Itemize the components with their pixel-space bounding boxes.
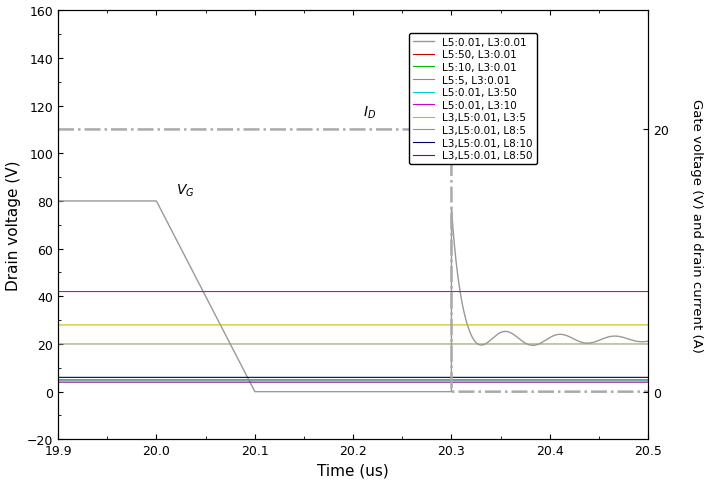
L5:5, L3:0.01 xyxy=(403,377,411,383)
L5:0.01, L3:0.01 xyxy=(523,341,531,347)
L5:0.01, L3:50 xyxy=(403,377,411,383)
L3,L5:0.01, L3:5 xyxy=(84,322,92,328)
L3,L5:0.01, L8:10 xyxy=(644,375,652,380)
L5:0.01, L3:0.01 xyxy=(429,389,437,395)
L5:5, L3:0.01 xyxy=(491,377,500,383)
L5:50, L3:0.01 xyxy=(54,377,62,383)
L3,L5:0.01, L3:5 xyxy=(403,322,411,328)
L5:0.01, L3:50 xyxy=(54,377,62,383)
L3,L5:0.01, L8:50 xyxy=(523,379,531,385)
L3,L5:0.01, L8:5 xyxy=(523,341,531,347)
Y-axis label: Drain voltage (V): Drain voltage (V) xyxy=(6,160,21,290)
L3,L5:0.01, L3:5 xyxy=(54,322,62,328)
L5:0.01, L3:50 xyxy=(523,377,531,383)
L5:50, L3:0.01 xyxy=(523,377,531,383)
L5:0.01, L3:50 xyxy=(267,377,276,383)
L5:0.01, L3:10 xyxy=(403,289,411,295)
L3,L5:0.01, L8:5 xyxy=(54,341,62,347)
L3,L5:0.01, L8:50 xyxy=(54,379,62,385)
L5:5, L3:0.01 xyxy=(523,377,531,383)
X-axis label: Time (us): Time (us) xyxy=(317,463,389,478)
L5:0.01, L3:0.01 xyxy=(644,338,652,344)
L5:0.01, L3:50 xyxy=(429,377,437,383)
L3,L5:0.01, L8:50 xyxy=(644,379,652,385)
L3,L5:0.01, L8:10 xyxy=(523,375,531,380)
L5:0.01, L3:10 xyxy=(84,289,92,295)
L5:0.01, L3:50 xyxy=(84,377,92,383)
L5:0.01, L3:50 xyxy=(644,377,652,383)
L3,L5:0.01, L8:10 xyxy=(403,375,411,380)
Text: $I_D$: $I_D$ xyxy=(363,104,376,121)
L5:10, L3:0.01 xyxy=(523,377,531,383)
L5:50, L3:0.01 xyxy=(84,377,92,383)
L5:0.01, L3:10 xyxy=(644,289,652,295)
L3,L5:0.01, L3:5 xyxy=(267,322,276,328)
L3,L5:0.01, L3:5 xyxy=(644,322,652,328)
L3,L5:0.01, L3:5 xyxy=(523,322,531,328)
L3,L5:0.01, L8:10 xyxy=(84,375,92,380)
L5:0.01, L3:0.01 xyxy=(250,389,259,395)
L5:50, L3:0.01 xyxy=(644,377,652,383)
L3,L5:0.01, L8:10 xyxy=(54,375,62,380)
L3,L5:0.01, L8:5 xyxy=(644,341,652,347)
L3,L5:0.01, L8:5 xyxy=(403,341,411,347)
L5:0.01, L3:0.01 xyxy=(54,198,62,204)
L5:50, L3:0.01 xyxy=(429,377,437,383)
L5:0.01, L3:10 xyxy=(429,289,437,295)
L5:10, L3:0.01 xyxy=(54,377,62,383)
L5:10, L3:0.01 xyxy=(644,377,652,383)
L3,L5:0.01, L8:5 xyxy=(84,341,92,347)
L5:5, L3:0.01 xyxy=(644,377,652,383)
L3,L5:0.01, L8:5 xyxy=(267,341,276,347)
L5:10, L3:0.01 xyxy=(429,377,437,383)
L5:0.01, L3:10 xyxy=(491,289,500,295)
L5:0.01, L3:10 xyxy=(54,289,62,295)
L3,L5:0.01, L8:10 xyxy=(267,375,276,380)
L5:10, L3:0.01 xyxy=(403,377,411,383)
L3,L5:0.01, L8:50 xyxy=(429,379,437,385)
L5:10, L3:0.01 xyxy=(491,377,500,383)
L3,L5:0.01, L8:50 xyxy=(267,379,276,385)
L5:0.01, L3:50 xyxy=(491,377,500,383)
L3,L5:0.01, L8:50 xyxy=(403,379,411,385)
L5:0.01, L3:0.01 xyxy=(267,389,276,395)
L3,L5:0.01, L8:5 xyxy=(429,341,437,347)
L5:0.01, L3:10 xyxy=(523,289,531,295)
L3,L5:0.01, L8:10 xyxy=(491,375,500,380)
Line: L5:0.01, L3:0.01: L5:0.01, L3:0.01 xyxy=(58,201,648,392)
L5:5, L3:0.01 xyxy=(429,377,437,383)
L5:10, L3:0.01 xyxy=(267,377,276,383)
L5:50, L3:0.01 xyxy=(491,377,500,383)
L5:10, L3:0.01 xyxy=(84,377,92,383)
L5:0.01, L3:0.01 xyxy=(491,333,500,339)
L5:50, L3:0.01 xyxy=(403,377,411,383)
L3,L5:0.01, L3:5 xyxy=(491,322,500,328)
L5:0.01, L3:0.01 xyxy=(403,389,411,395)
L5:5, L3:0.01 xyxy=(267,377,276,383)
L3,L5:0.01, L8:50 xyxy=(491,379,500,385)
L5:50, L3:0.01 xyxy=(267,377,276,383)
L5:5, L3:0.01 xyxy=(84,377,92,383)
Text: $V_G$: $V_G$ xyxy=(176,182,195,199)
L5:5, L3:0.01 xyxy=(54,377,62,383)
L3,L5:0.01, L8:5 xyxy=(491,341,500,347)
L3,L5:0.01, L8:10 xyxy=(429,375,437,380)
L5:0.01, L3:0.01 xyxy=(84,198,92,204)
L3,L5:0.01, L8:50 xyxy=(84,379,92,385)
L3,L5:0.01, L3:5 xyxy=(429,322,437,328)
Y-axis label: Gate voltage (V) and drain current (A): Gate voltage (V) and drain current (A) xyxy=(690,99,703,352)
Legend: L5:0.01, L3:0.01, L5:50, L3:0.01, L5:10, L3:0.01, L5:5, L3:0.01, L5:0.01, L3:50,: L5:0.01, L3:0.01, L5:50, L3:0.01, L5:10,… xyxy=(409,33,537,165)
L5:0.01, L3:10 xyxy=(267,289,276,295)
